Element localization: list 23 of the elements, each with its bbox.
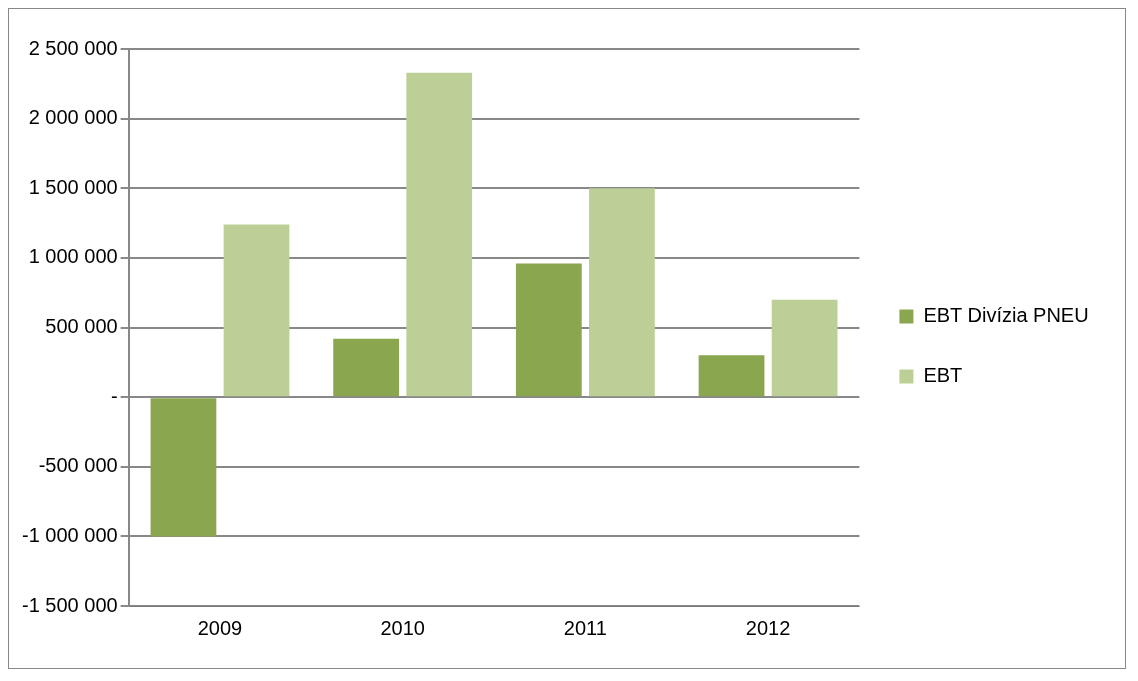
y-tick-label: - (110, 384, 118, 407)
bar (223, 224, 290, 397)
y-tick-label: 1 000 000 (28, 245, 118, 268)
y-tick-label: 500 000 (45, 315, 118, 338)
legend-label: EBT (923, 364, 963, 387)
x-tick-label: 2009 (197, 616, 243, 639)
bar (698, 355, 765, 397)
bar (333, 338, 400, 397)
x-tick-label: 2011 (563, 616, 607, 639)
y-tick-label: 2 500 000 (28, 36, 118, 59)
bar (150, 398, 217, 537)
x-tick-label: 2010 (380, 616, 425, 639)
y-tick-label: 1 500 000 (28, 175, 118, 198)
x-tick-label: 2012 (745, 616, 791, 639)
bar (515, 263, 582, 397)
bar (589, 188, 655, 397)
y-tick-label: -1 500 000 (21, 593, 118, 616)
y-tick-label: 2 000 000 (28, 106, 118, 129)
legend-label: EBT Divízia PNEU (923, 304, 1089, 327)
y-tick-label: -500 000 (38, 454, 118, 477)
bar (771, 299, 838, 397)
bar (406, 72, 473, 397)
y-tick-label: -1 000 000 (21, 523, 118, 546)
